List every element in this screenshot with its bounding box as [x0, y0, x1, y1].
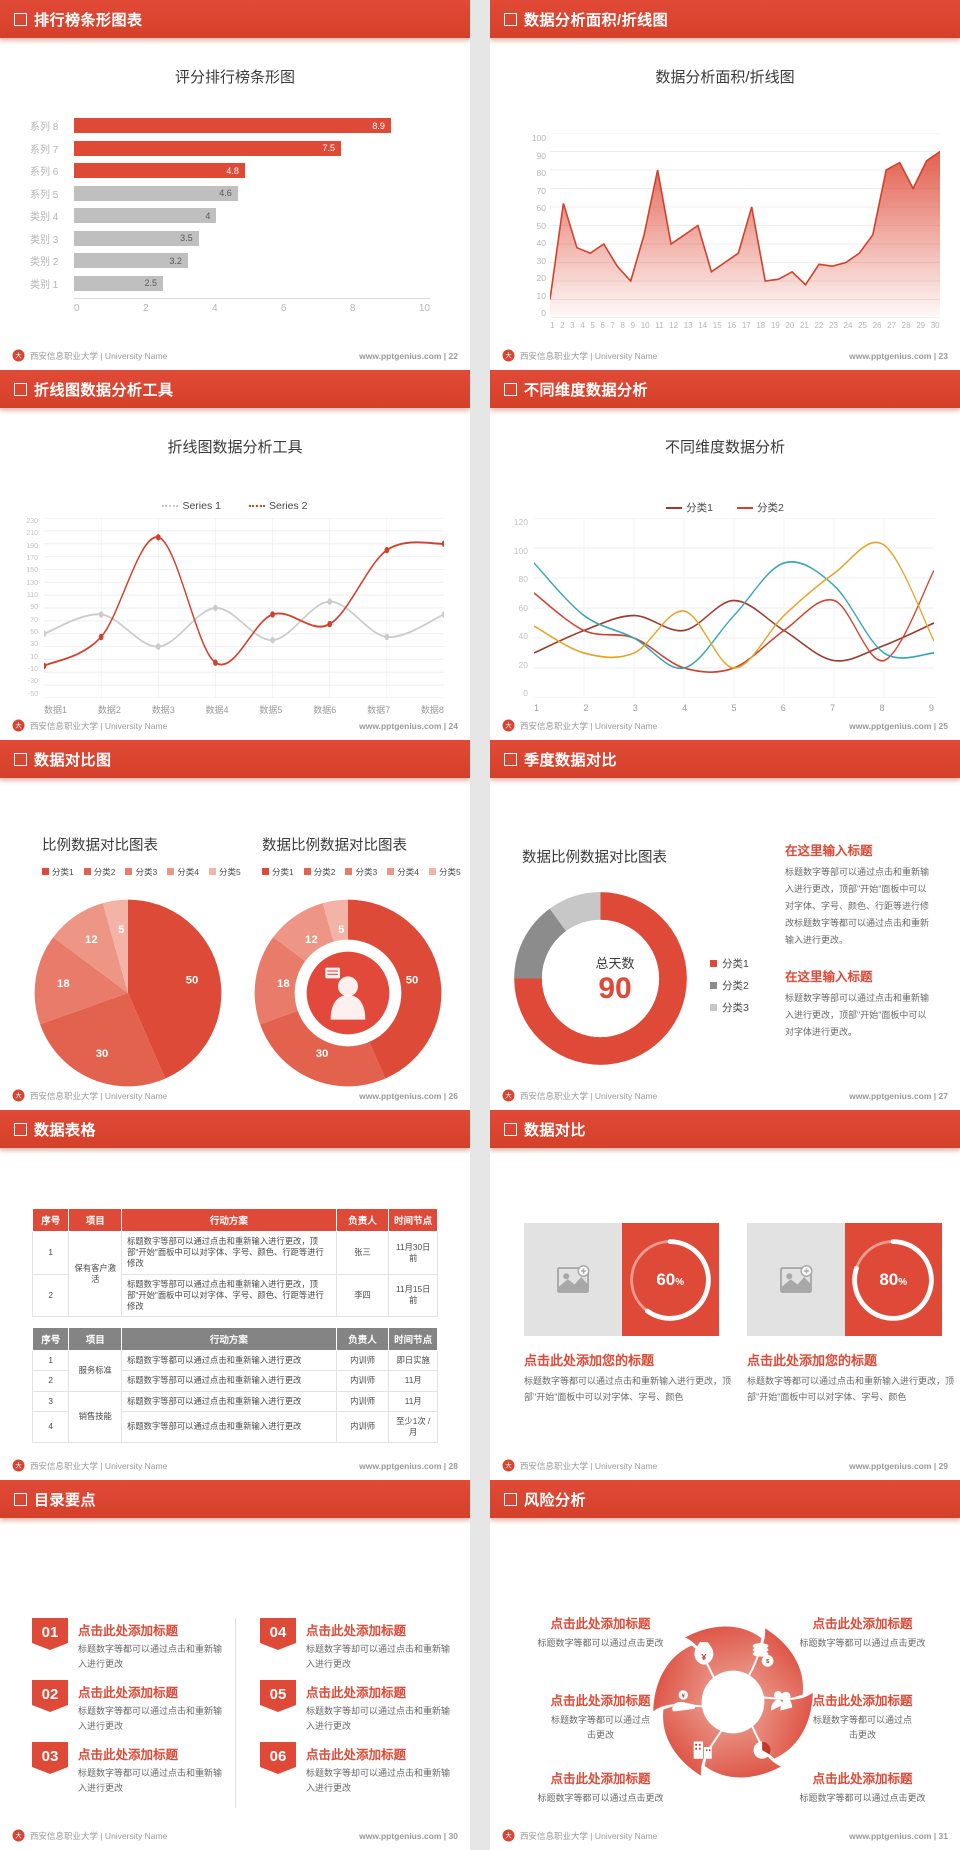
- svg-text:30: 30: [316, 1048, 329, 1060]
- svg-text:5: 5: [338, 924, 344, 936]
- svg-text:18: 18: [57, 978, 70, 990]
- svg-text:50: 50: [186, 975, 199, 987]
- svg-text:30: 30: [96, 1048, 109, 1060]
- svg-text:12: 12: [85, 934, 98, 946]
- svg-text:18: 18: [277, 978, 290, 990]
- svg-text:12: 12: [305, 934, 318, 946]
- svg-text:5: 5: [118, 924, 124, 936]
- svg-text:¥: ¥: [701, 1652, 706, 1662]
- svg-text:50: 50: [406, 975, 419, 987]
